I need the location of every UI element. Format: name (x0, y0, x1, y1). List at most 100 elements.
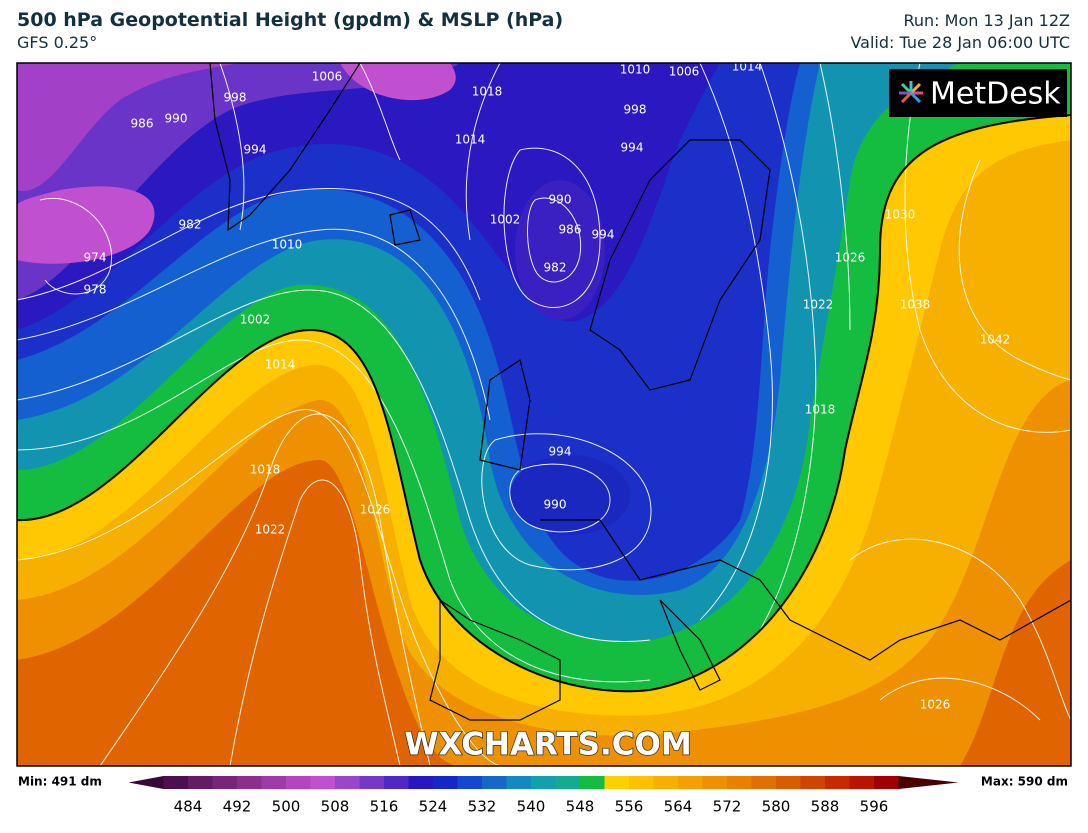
colorbar-tick-label: 492 (223, 798, 252, 816)
isobar-label: 982 (544, 261, 567, 275)
colorbar-segment (457, 776, 483, 789)
colorbar-tick-label: 540 (517, 798, 546, 816)
isobar-label: 1038 (900, 298, 931, 312)
isobar-label: 1026 (835, 251, 866, 265)
colorbar-tick-label: 580 (762, 798, 791, 816)
isobar-label: 994 (244, 143, 267, 157)
colorbar-segment (555, 776, 581, 789)
isobar-label: 982 (179, 218, 202, 232)
colorbar-segment (580, 776, 605, 789)
isobar-label: 1010 (620, 63, 651, 77)
isobar-label: 974 (84, 251, 107, 265)
band (17, 63, 460, 300)
isobar-label: 998 (224, 91, 247, 105)
colorbar-tick-label: 548 (566, 798, 595, 816)
colorbar-segment (482, 776, 507, 789)
isobar-label: 1022 (255, 523, 286, 537)
isobar-label: 1022 (803, 298, 834, 312)
isobar-label: 1030 (885, 208, 916, 222)
isobar-label: 1014 (265, 358, 296, 372)
isobar-label: 1010 (272, 238, 303, 252)
logo-icon (899, 81, 923, 104)
colorbar-segment (506, 776, 532, 789)
low (510, 455, 630, 535)
colorbar-segment (776, 776, 801, 789)
colorbar-segment (384, 776, 409, 789)
colorbar-tick-label: 484 (174, 798, 203, 816)
colorbar-segment (653, 776, 679, 789)
colorbar-tick-label: 516 (370, 798, 399, 816)
isobar-label: 994 (549, 445, 572, 459)
colorbar-segment (237, 776, 262, 789)
colorbar-segment (408, 776, 434, 789)
colorbar-segment (800, 776, 826, 789)
colorbar-segment (849, 776, 875, 789)
watermark: WXCHARTS.COM (404, 727, 691, 763)
isobar-label: 994 (592, 228, 615, 242)
isobar-label: 1018 (805, 403, 836, 417)
colorbar-segment (874, 776, 899, 789)
isobar-label: 1006 (669, 65, 700, 79)
colorbar-segment (359, 776, 385, 789)
coastlines (209, 63, 1071, 721)
low (515, 180, 605, 320)
colorbar-segment (310, 776, 336, 789)
model: GFS 0.25° (17, 33, 97, 52)
colorbar-tick-label: 508 (321, 798, 350, 816)
isobar-label: 1026 (920, 698, 951, 712)
valid-time: Valid: Tue 28 Jan 06:00 UTC (850, 33, 1070, 52)
isobar-label: 978 (84, 283, 107, 297)
colorbar-tick-label: 532 (468, 798, 497, 816)
colorbar-tick-label: 564 (664, 798, 693, 816)
min-label: Min: 491 dm (18, 775, 102, 789)
colorbar-segment (261, 776, 287, 789)
isobar-label: 1042 (980, 333, 1011, 347)
colorbar-segment (702, 776, 728, 789)
colorbar-segment (678, 776, 703, 789)
colorbar-arrow (128, 776, 164, 789)
isobar-label: 998 (624, 103, 647, 117)
colorbar-segment (433, 776, 458, 789)
logo-text: MetDesk (930, 77, 1061, 112)
colorbar-tick-label: 588 (811, 798, 840, 816)
isobar-label: 1014 (455, 133, 486, 147)
max-label: Max: 590 dm (981, 775, 1068, 789)
isobar-label: 1014 (732, 60, 763, 74)
colorbar-segment (825, 776, 850, 789)
isobar-label: 986 (131, 117, 154, 131)
colorbar-segment (335, 776, 360, 789)
isobar-label: 1006 (312, 70, 343, 84)
isobar-label: 1018 (472, 85, 503, 99)
colorbar-segment (286, 776, 311, 789)
colorbar-segment (531, 776, 556, 789)
isobar-label: 1002 (240, 313, 271, 327)
isobar-label: 990 (544, 498, 567, 512)
isobar-label: 990 (165, 112, 188, 126)
colorbar-tick-label: 596 (860, 798, 889, 816)
isobar-label: 1018 (250, 463, 281, 477)
colorbar-tick-label: 524 (419, 798, 448, 816)
isobar-label: 1002 (490, 213, 521, 227)
colorbar-tick-label: 556 (615, 798, 644, 816)
colorbar-segment (212, 776, 238, 789)
logo: MetDesk (889, 69, 1067, 117)
colorbar-segment (188, 776, 213, 789)
title: 500 hPa Geopotential Height (gpdm) & MSL… (17, 9, 563, 31)
isobar-label: 994 (621, 141, 644, 155)
colorbar-tick-label: 572 (713, 798, 742, 816)
colorbar-segment (629, 776, 654, 789)
run-time: Run: Mon 13 Jan 12Z (904, 11, 1071, 30)
map-frame (16, 62, 1072, 767)
colorbar-segment (604, 776, 630, 789)
colorbar-tick-label: 500 (272, 798, 301, 816)
colorbar-arrow (898, 776, 959, 789)
contour-552 (17, 114, 1071, 693)
map: WXCHARTS.COM 1006 998 986 990 994 982 974 978 10… (17, 60, 1071, 766)
isobars (17, 63, 1071, 766)
isobar-label: 1026 (360, 503, 391, 517)
colorbar-segment (727, 776, 752, 789)
isobar-label: 986 (559, 223, 582, 237)
band (17, 63, 456, 264)
colorbar-segment (163, 776, 189, 789)
